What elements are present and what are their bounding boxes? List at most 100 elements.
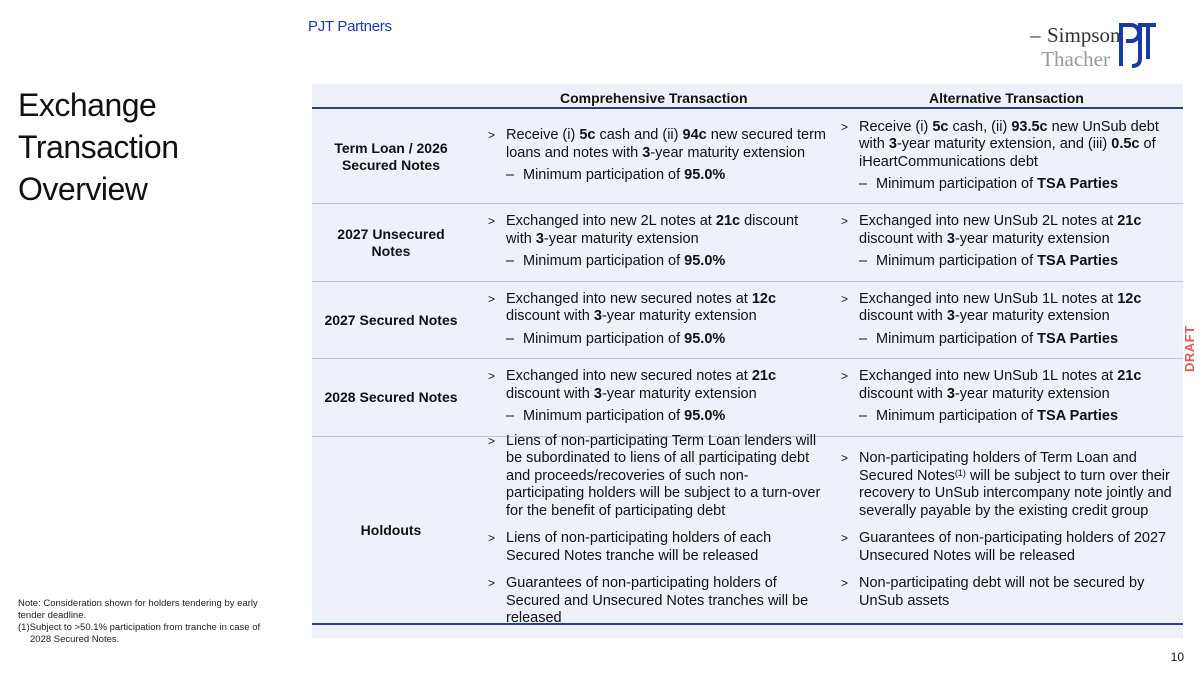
text-segment: 5c bbox=[579, 127, 596, 144]
text-segment: 3 bbox=[946, 385, 955, 402]
bullet: Exchanged into new UnSub 2L notes at 21c… bbox=[839, 213, 1173, 248]
comprehensive-cell: Liens of non-participating Term Loan len… bbox=[486, 433, 826, 627]
text-segment: Minimum participation of bbox=[523, 167, 685, 184]
text-segment: 21c bbox=[1117, 213, 1142, 230]
text-segment: 95.0% bbox=[684, 408, 726, 425]
title-line: Exchange bbox=[18, 87, 157, 123]
sub-bullet: Minimum participation of 95.0% bbox=[486, 331, 826, 349]
text-segment: Liens of non-participating Term Loan len… bbox=[506, 432, 821, 519]
text-segment: Minimum participation of bbox=[876, 253, 1038, 270]
bullet: Liens of non-participating Term Loan len… bbox=[486, 433, 826, 521]
footnote: (1)Subject to >50.1% participation from … bbox=[18, 622, 261, 645]
text-segment: (1) bbox=[954, 467, 966, 478]
header-alternative: Alternative Transaction bbox=[929, 90, 1084, 106]
brand-name: PJT Partners bbox=[308, 18, 392, 35]
text-segment: Exchanged into new secured notes at bbox=[506, 368, 752, 385]
text-segment: Minimum participation of bbox=[523, 253, 685, 270]
text-segment: discount with bbox=[859, 230, 947, 247]
text-segment: 3 bbox=[535, 230, 544, 247]
bullet: Liens of non-participating holders of ea… bbox=[486, 530, 826, 565]
table-header: Comprehensive Transaction Alternative Tr… bbox=[312, 84, 1183, 109]
row-label: 2028 Secured Notes bbox=[324, 389, 458, 405]
header-comprehensive: Comprehensive Transaction bbox=[560, 90, 748, 106]
page-number: 10 bbox=[1170, 650, 1184, 664]
text-segment: -year maturity extension bbox=[543, 230, 699, 247]
text-segment: new secured term loans and notes with bbox=[506, 127, 826, 161]
text-segment: 95.0% bbox=[684, 253, 726, 270]
text-segment: -year maturity extension bbox=[601, 308, 757, 325]
text-segment: discount with bbox=[506, 308, 594, 325]
text-segment: 3 bbox=[946, 230, 955, 247]
text-segment: Exchanged into new 2L notes at bbox=[506, 213, 716, 230]
text-segment: Non-participating holders of Term Loan a… bbox=[859, 450, 1137, 484]
text-segment: will be subject to turn over their recov… bbox=[859, 467, 1172, 519]
alternative-cell: Receive (i) 5c cash, (ii) 93.5c new UnSu… bbox=[839, 110, 1173, 203]
bullet: Exchanged into new UnSub 1L notes at 21c… bbox=[839, 368, 1173, 403]
footnotes: Note: Consideration shown for holders te… bbox=[18, 598, 278, 646]
text-segment: 95.0% bbox=[684, 167, 726, 184]
text-segment: -year maturity extension bbox=[954, 308, 1110, 325]
row-label: 2027 Secured Notes bbox=[324, 311, 458, 328]
text-segment: TSA Parties bbox=[1037, 176, 1119, 192]
text-segment: discount with bbox=[859, 308, 947, 325]
text-segment: Guarantees of non-participating holders … bbox=[859, 530, 1167, 564]
bullet: Exchanged into new secured notes at 21c … bbox=[486, 368, 826, 403]
comprehensive-cell: Exchanged into new secured notes at 12c … bbox=[486, 282, 826, 358]
text-segment: 12c bbox=[1117, 290, 1142, 307]
exchange-table: Comprehensive Transaction Alternative Tr… bbox=[312, 84, 1183, 638]
comprehensive-cell: Exchanged into new secured notes at 21c … bbox=[486, 359, 826, 436]
logo-simpson-text: Simpson bbox=[1010, 25, 1121, 47]
text-segment: Guarantees of non-participating holders … bbox=[506, 575, 809, 626]
table-row: Holdouts Liens of non-participating Term … bbox=[312, 433, 1183, 627]
text-segment: Liens of non-participating holders of ea… bbox=[506, 530, 772, 564]
text-segment: 5c bbox=[932, 118, 949, 135]
text-segment: 3 bbox=[593, 385, 602, 402]
bullet: Receive (i) 5c cash, (ii) 93.5c new UnSu… bbox=[839, 119, 1173, 172]
table-row: 2027 Unsecured Notes Exchanged into new 2… bbox=[312, 204, 1183, 282]
text-segment: 21c bbox=[1117, 368, 1142, 385]
text-segment: 95.0% bbox=[684, 330, 726, 347]
sub-bullet: Minimum participation of 95.0% bbox=[486, 167, 826, 185]
text-segment: Minimum participation of bbox=[876, 330, 1038, 347]
text-segment: Minimum participation of bbox=[523, 330, 685, 347]
text-segment: Exchanged into new UnSub 1L notes at bbox=[859, 290, 1118, 307]
text-segment: new UnSub debt with bbox=[859, 118, 1159, 153]
page-title: Exchange Transaction Overview bbox=[18, 84, 179, 210]
text-segment: Exchanged into new secured notes at bbox=[506, 290, 752, 307]
sub-bullet: Minimum participation of 95.0% bbox=[486, 408, 826, 426]
text-segment: TSA Parties bbox=[1037, 330, 1119, 347]
title-line: Transaction bbox=[18, 129, 179, 165]
text-segment: Minimum participation of bbox=[876, 176, 1038, 192]
text-segment: Minimum participation of bbox=[523, 408, 685, 425]
row-label: 2027 Unsecured Notes bbox=[337, 225, 445, 259]
alternative-cell: Exchanged into new UnSub 1L notes at 12c… bbox=[839, 282, 1173, 358]
bullet: Exchanged into new 2L notes at 21c disco… bbox=[486, 213, 826, 248]
text-segment: Receive (i) bbox=[859, 118, 933, 135]
text-segment: -year maturity extension, and (iii) bbox=[896, 136, 1112, 152]
text-segment: discount with bbox=[506, 385, 594, 402]
text-segment: Exchanged into new UnSub 2L notes at bbox=[859, 213, 1118, 230]
sub-bullet: Minimum participation of 95.0% bbox=[486, 253, 826, 271]
text-segment: 21c bbox=[751, 368, 777, 385]
text-segment: Non-participating debt will not be secur… bbox=[859, 575, 1145, 609]
alternative-cell: Exchanged into new UnSub 1L notes at 21c… bbox=[839, 359, 1173, 436]
table-row: 2028 Secured Notes Exchanged into new sec… bbox=[312, 359, 1183, 437]
sub-bullet: Minimum participation of TSA Parties bbox=[839, 253, 1173, 271]
text-segment: TSA Parties bbox=[1037, 408, 1119, 425]
bullet: Guarantees of non-participating holders … bbox=[486, 575, 826, 628]
text-segment: 3 bbox=[593, 308, 602, 325]
text-segment: cash, (ii) bbox=[948, 118, 1012, 135]
text-segment: 12c bbox=[751, 290, 777, 307]
text-segment: Minimum participation of bbox=[876, 408, 1038, 425]
comprehensive-cell: Receive (i) 5c cash and (ii) 94c new sec… bbox=[486, 110, 826, 203]
text-segment: 93.5c bbox=[1011, 118, 1048, 135]
text-segment: -year maturity extension bbox=[650, 144, 806, 161]
text-segment: -year maturity extension bbox=[954, 230, 1110, 247]
bullet: Guarantees of non-participating holders … bbox=[839, 530, 1173, 565]
text-segment: TSA Parties bbox=[1037, 253, 1119, 270]
title-line: Overview bbox=[18, 171, 148, 207]
draft-watermark: DRAFT bbox=[1182, 325, 1197, 372]
text-segment: 3 bbox=[946, 308, 955, 325]
bullet: Receive (i) 5c cash and (ii) 94c new sec… bbox=[486, 127, 826, 162]
row-label: Term Loan / 2026 Secured Notes bbox=[334, 139, 448, 173]
